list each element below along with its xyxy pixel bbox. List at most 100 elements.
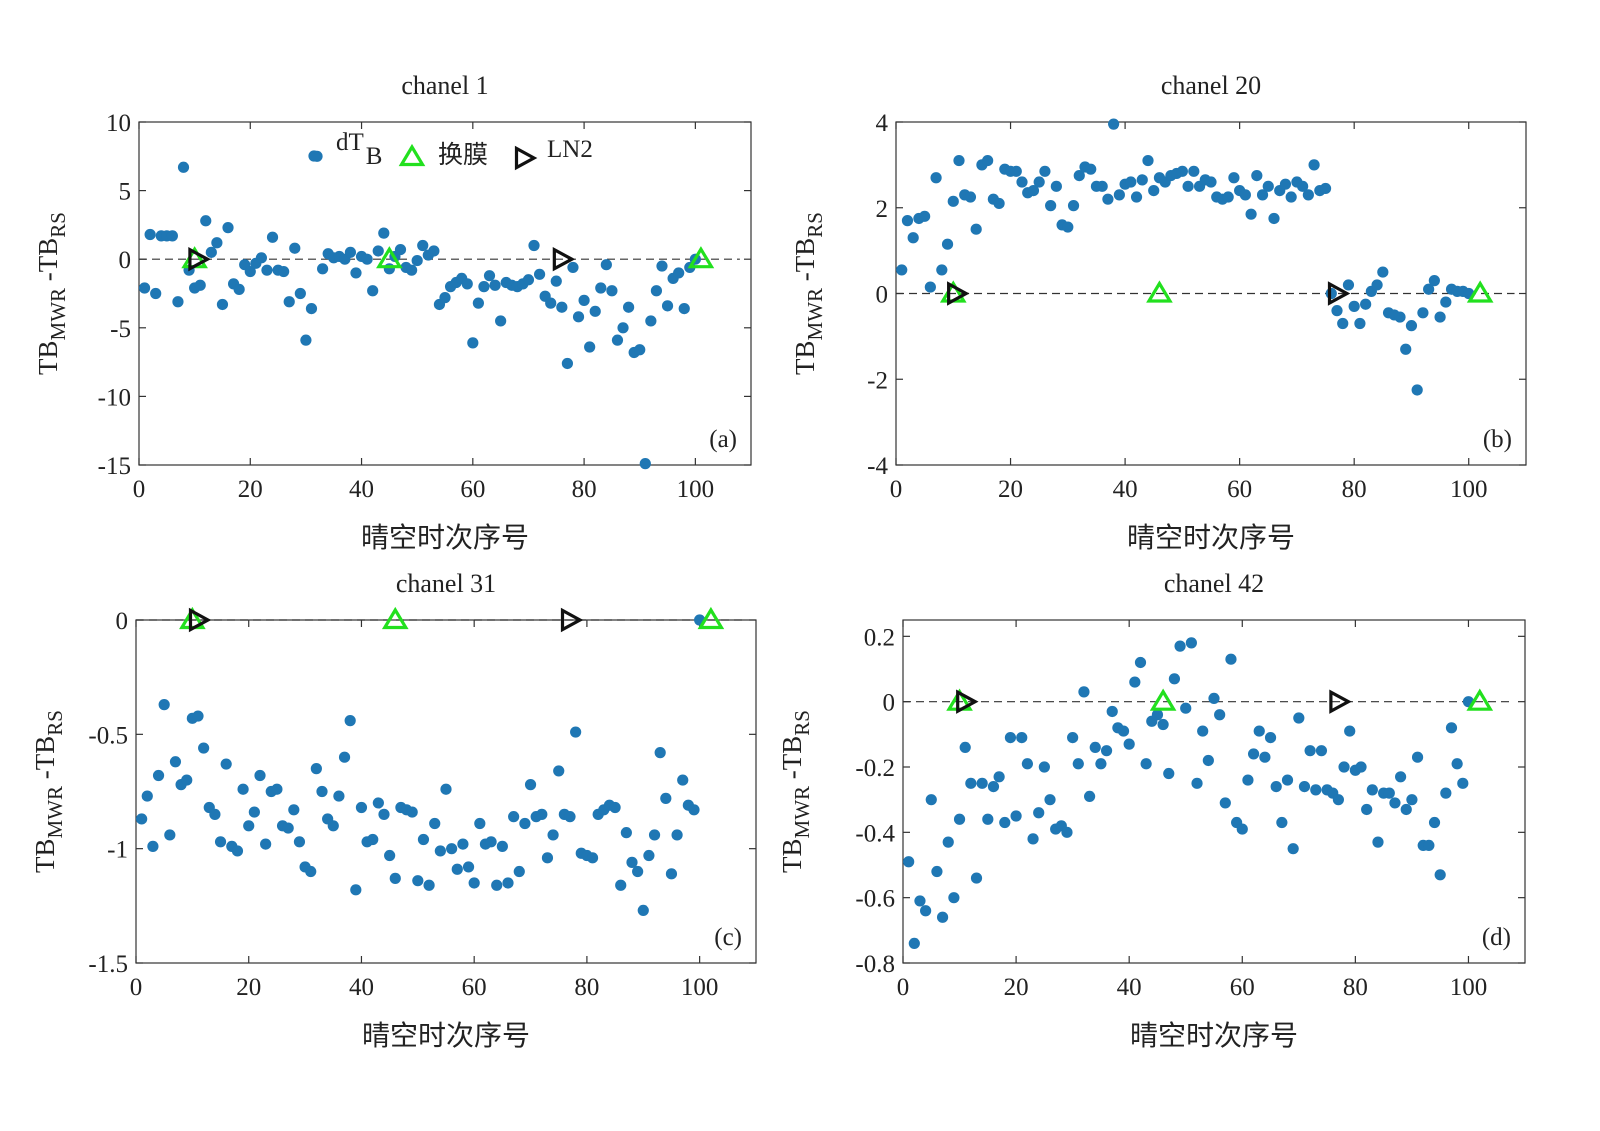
data-point [333, 790, 345, 802]
data-point [164, 829, 176, 841]
y-axis-label-mid: -TB [790, 238, 820, 288]
data-point [930, 172, 942, 184]
data-point [152, 769, 165, 782]
data-point [457, 838, 469, 850]
y-tick-label: -1 [107, 837, 128, 864]
data-point [1298, 781, 1311, 793]
data-point [611, 334, 624, 346]
data-point [1411, 384, 1423, 396]
data-point [1245, 208, 1257, 220]
x-tick-label: 20 [238, 476, 263, 503]
data-point [1174, 640, 1186, 652]
data-point [609, 801, 621, 814]
data-point [1383, 787, 1395, 799]
x-tick-label: 0 [897, 974, 910, 1001]
data-point [1344, 725, 1356, 737]
data-point [626, 856, 638, 868]
data-point [987, 781, 1000, 793]
data-point [166, 230, 178, 242]
data-point [948, 892, 960, 904]
data-point [293, 836, 306, 848]
data-point [305, 865, 317, 878]
y-axis-label-sub2: RS [790, 710, 814, 736]
data-point [656, 260, 668, 272]
data-point [1361, 803, 1373, 816]
data-point [1125, 176, 1137, 188]
data-point [639, 458, 651, 470]
data-point [1302, 189, 1314, 201]
data-point [942, 836, 954, 848]
data-point [1044, 794, 1056, 806]
data-point [1191, 777, 1203, 789]
data-point [389, 872, 401, 884]
data-point [982, 154, 994, 167]
data-point [1205, 176, 1217, 188]
data-point [1348, 300, 1360, 312]
data-point [355, 801, 368, 814]
data-point [1342, 279, 1355, 291]
data-point [282, 822, 294, 834]
data-point [1389, 797, 1401, 809]
data-point [1182, 180, 1194, 192]
data-point [423, 879, 435, 891]
data-point [1310, 784, 1322, 796]
data-point [1045, 200, 1057, 212]
data-point [1168, 673, 1181, 685]
data-point [1129, 676, 1141, 688]
data-point [1293, 712, 1305, 724]
x-tick-label: 80 [1342, 476, 1367, 503]
data-point [1281, 774, 1294, 786]
legend: dTB 换膜 LN2 [308, 129, 593, 171]
data-point [970, 872, 983, 884]
data-point [1276, 816, 1288, 829]
data-point [1423, 283, 1435, 295]
x-tick-label: 80 [1343, 974, 1368, 1001]
data-point [982, 813, 994, 825]
data-point [440, 783, 452, 795]
data-point [172, 296, 184, 308]
data-point [1360, 298, 1372, 310]
x-tick-label: 100 [681, 974, 719, 1001]
data-point [1428, 275, 1440, 287]
data-point [533, 268, 546, 280]
data-point [1202, 754, 1214, 767]
y-axis-label-prefix: TB [790, 340, 820, 375]
data-point [584, 341, 596, 353]
ln2-marker [188, 247, 211, 272]
data-point [1423, 839, 1435, 852]
data-point [394, 243, 407, 256]
data-point [1151, 709, 1164, 721]
data-point [1016, 176, 1028, 188]
ln2-marker [560, 607, 584, 633]
data-point [570, 726, 582, 738]
data-point [665, 868, 678, 880]
data-point [361, 253, 373, 265]
data-point [1279, 178, 1292, 190]
series-dT_B [903, 637, 1475, 950]
data-point [211, 237, 223, 249]
x-tick-label: 0 [133, 476, 146, 503]
ln2-marker [1329, 689, 1352, 714]
data-point [412, 875, 424, 887]
data-point [1073, 169, 1085, 182]
data-point [1010, 810, 1022, 822]
y-tick-label: -10 [98, 384, 131, 411]
x-tick-label: 20 [1004, 974, 1029, 1001]
data-point [411, 254, 423, 267]
series-ln2 [947, 281, 1351, 306]
series-dT_B [896, 118, 1475, 396]
data-point [1440, 296, 1452, 308]
data-point [941, 238, 954, 250]
plot-area [138, 121, 752, 466]
data-point [1325, 287, 1337, 300]
membrane-marker [1146, 280, 1173, 303]
data-point [513, 865, 525, 878]
series-ln2 [188, 247, 576, 272]
y-tick-label: -0.2 [855, 755, 895, 782]
data-point [1457, 777, 1469, 789]
data-point [1331, 305, 1343, 317]
data-point [660, 792, 672, 804]
data-point [192, 710, 204, 722]
data-point [1123, 738, 1135, 750]
data-point [1102, 193, 1114, 205]
